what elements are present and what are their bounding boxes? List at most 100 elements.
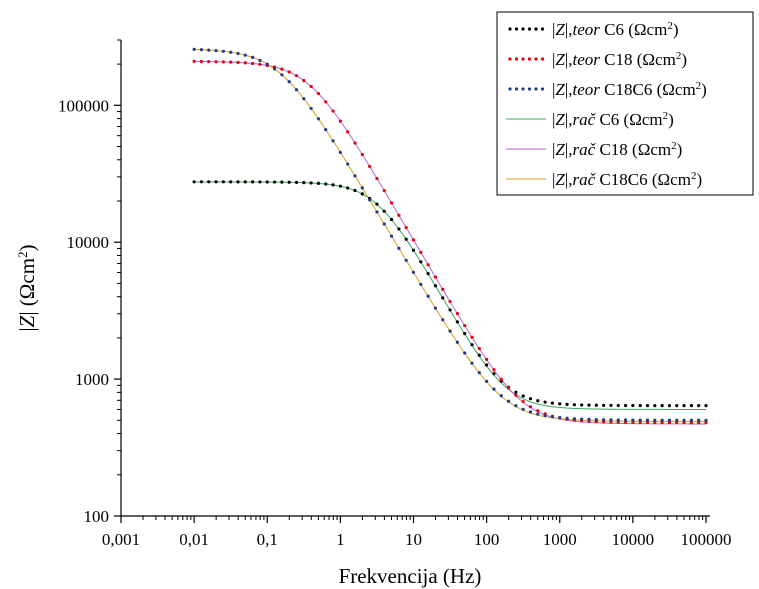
data-point (214, 49, 218, 53)
x-tick-label: 10000 (612, 530, 655, 549)
data-point (272, 67, 277, 71)
legend-marker (540, 57, 545, 61)
data-point (287, 80, 291, 84)
data-point (309, 181, 313, 185)
data-point (521, 399, 525, 404)
data-point (272, 180, 277, 184)
data-point (448, 308, 452, 312)
data-point (645, 420, 650, 425)
data-point (477, 353, 481, 357)
data-point (294, 88, 299, 92)
data-point (404, 237, 408, 241)
data-point (616, 420, 620, 424)
data-point (689, 404, 693, 408)
data-point (609, 403, 613, 408)
data-point (485, 363, 489, 367)
data-point (653, 418, 657, 422)
data-point (192, 59, 196, 63)
data-point (536, 409, 540, 413)
data-point (426, 272, 430, 276)
x-tick-label: 10 (405, 530, 422, 549)
data-point (360, 192, 364, 196)
legend-marker (508, 57, 512, 61)
data-point (221, 60, 225, 64)
series-3 (194, 181, 706, 410)
data-point (609, 420, 613, 424)
legend-entry: |Z|,teor C18C6 (Ωcm2) (508, 80, 707, 99)
legend-label: |Z|,teor C18 (Ωcm2) (552, 50, 687, 69)
data-point (258, 180, 262, 184)
legend-entry: |Z|,teor C18 (Ωcm2) (508, 50, 687, 69)
data-point (280, 73, 284, 77)
y-tick-label: 100000 (58, 96, 109, 115)
data-point (587, 417, 591, 421)
data-point (192, 47, 196, 52)
data-point (426, 294, 430, 298)
data-point (602, 418, 606, 422)
data-point (309, 84, 313, 89)
data-point (287, 70, 291, 74)
data-point (492, 387, 496, 391)
data-point (368, 164, 372, 169)
data-point (338, 184, 342, 188)
data-point (623, 403, 628, 408)
legend-marker (508, 27, 512, 31)
data-point (704, 421, 708, 425)
data-point (397, 227, 401, 231)
data-point (324, 128, 328, 132)
series-line (194, 181, 706, 410)
data-point (477, 371, 481, 375)
data-point (602, 403, 606, 407)
data-point (514, 393, 518, 397)
data-point (704, 404, 708, 408)
data-point (580, 417, 584, 421)
legend: |Z|,teor C6 (Ωcm2) |Z|,teor C18 (Ωcm2) |Z|… (496, 11, 754, 196)
series-layer (192, 47, 708, 425)
data-point (192, 180, 196, 184)
data-point (207, 59, 211, 64)
data-point (565, 416, 569, 420)
data-point (397, 213, 401, 217)
y-axis-label-close: ) (15, 244, 39, 251)
data-point (258, 58, 262, 62)
data-point (324, 182, 328, 186)
data-point (251, 180, 255, 184)
data-point (199, 48, 204, 52)
data-point (455, 320, 459, 324)
data-point (433, 284, 438, 288)
data-point (375, 176, 379, 181)
data-point (229, 60, 233, 64)
data-point (477, 346, 481, 351)
data-point (265, 180, 269, 184)
data-point (236, 51, 240, 56)
data-point (485, 357, 489, 362)
data-point (375, 210, 379, 214)
data-point (675, 418, 679, 422)
data-point (214, 180, 218, 184)
legend-marker (540, 27, 545, 31)
y-tick-label: 10000 (67, 233, 110, 252)
data-point (623, 420, 628, 424)
data-point (331, 183, 335, 187)
data-point (682, 421, 686, 425)
data-point (346, 186, 350, 190)
data-point (353, 188, 357, 193)
data-point (572, 403, 576, 407)
data-point (667, 418, 672, 422)
data-point (448, 329, 452, 333)
y-axis-label-italic: Z (15, 315, 39, 327)
legend-marker (527, 57, 532, 61)
y-axis-label-sup: 2 (15, 251, 30, 258)
legend-label: |Z|,rač C18C6 (Ωcm2) (552, 170, 702, 189)
y-tick-label: 100 (84, 507, 110, 526)
data-point (485, 379, 489, 383)
data-point (543, 400, 547, 404)
data-point (199, 180, 204, 184)
data-point (389, 217, 394, 222)
y-tick-group: 100 1000 10000 100000 (58, 39, 121, 526)
data-point (214, 60, 218, 64)
data-point (697, 421, 701, 425)
data-point (536, 399, 540, 403)
data-point (463, 331, 467, 336)
data-point (653, 420, 657, 425)
